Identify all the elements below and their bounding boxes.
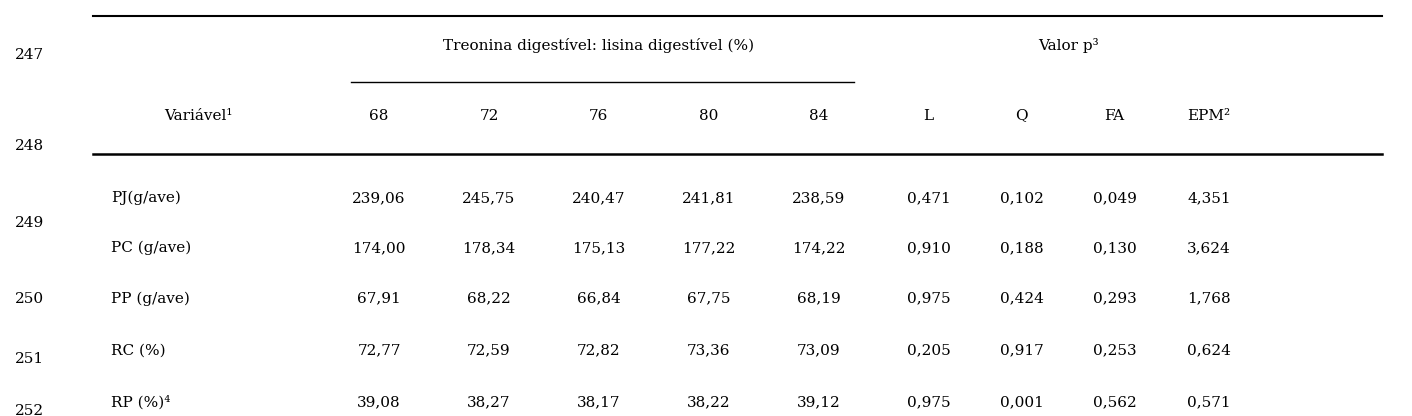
Text: 240,47: 240,47 xyxy=(572,191,626,205)
Text: 245,75: 245,75 xyxy=(462,191,515,205)
Text: RP (%)⁴: RP (%)⁴ xyxy=(112,396,171,410)
Text: FA: FA xyxy=(1104,109,1125,123)
Text: PP (g/ave): PP (g/ave) xyxy=(112,291,191,306)
Text: 251: 251 xyxy=(16,352,44,366)
Text: 0,049: 0,049 xyxy=(1093,191,1137,205)
Text: 73,36: 73,36 xyxy=(688,344,730,358)
Text: 0,571: 0,571 xyxy=(1187,396,1231,410)
Text: 0,471: 0,471 xyxy=(907,191,950,205)
Text: 177,22: 177,22 xyxy=(682,241,736,255)
Text: 66,84: 66,84 xyxy=(578,292,621,305)
Text: 68: 68 xyxy=(370,109,388,123)
Text: 67,75: 67,75 xyxy=(688,292,730,305)
Text: 73,09: 73,09 xyxy=(796,344,840,358)
Text: 0,975: 0,975 xyxy=(907,396,950,410)
Text: Treonina digestível: lisina digestível (%): Treonina digestível: lisina digestível (… xyxy=(443,37,754,52)
Text: PC (g/ave): PC (g/ave) xyxy=(112,241,192,255)
Text: 0,562: 0,562 xyxy=(1093,396,1137,410)
Text: 174,22: 174,22 xyxy=(792,241,846,255)
Text: 0,624: 0,624 xyxy=(1187,344,1231,358)
Text: 178,34: 178,34 xyxy=(462,241,515,255)
Text: 249: 249 xyxy=(16,216,44,230)
Text: 1,768: 1,768 xyxy=(1187,292,1231,305)
Text: Variável¹: Variável¹ xyxy=(164,109,233,123)
Text: 72,59: 72,59 xyxy=(467,344,511,358)
Text: 38,17: 38,17 xyxy=(578,396,621,410)
Text: 0,188: 0,188 xyxy=(1000,241,1043,255)
Text: 4,351: 4,351 xyxy=(1187,191,1231,205)
Text: 84: 84 xyxy=(809,109,829,123)
Text: 0,975: 0,975 xyxy=(907,292,950,305)
Text: EPM²: EPM² xyxy=(1187,109,1231,123)
Text: 175,13: 175,13 xyxy=(572,241,626,255)
Text: 67,91: 67,91 xyxy=(357,292,401,305)
Text: 76: 76 xyxy=(589,109,609,123)
Text: 38,22: 38,22 xyxy=(688,396,730,410)
Text: 72,82: 72,82 xyxy=(578,344,621,358)
Text: 0,001: 0,001 xyxy=(1000,396,1043,410)
Text: 80: 80 xyxy=(699,109,719,123)
Text: 0,424: 0,424 xyxy=(1000,292,1043,305)
Text: Valor p³: Valor p³ xyxy=(1039,37,1099,52)
Text: 0,130: 0,130 xyxy=(1093,241,1137,255)
Text: 68,19: 68,19 xyxy=(796,292,840,305)
Text: 72,77: 72,77 xyxy=(357,344,401,358)
Text: 250: 250 xyxy=(16,292,44,305)
Text: 0,102: 0,102 xyxy=(1000,191,1043,205)
Text: L: L xyxy=(923,109,933,123)
Text: 0,253: 0,253 xyxy=(1093,344,1137,358)
Text: 39,12: 39,12 xyxy=(796,396,840,410)
Text: 247: 247 xyxy=(16,48,44,62)
Text: 3,624: 3,624 xyxy=(1187,241,1231,255)
Text: 0,910: 0,910 xyxy=(907,241,950,255)
Text: 252: 252 xyxy=(16,404,44,416)
Text: 0,917: 0,917 xyxy=(1000,344,1043,358)
Text: Q: Q xyxy=(1015,109,1028,123)
Text: 0,205: 0,205 xyxy=(907,344,950,358)
Text: 238,59: 238,59 xyxy=(792,191,846,205)
Text: 241,81: 241,81 xyxy=(682,191,736,205)
Text: 174,00: 174,00 xyxy=(353,241,405,255)
Text: PJ(g/ave): PJ(g/ave) xyxy=(112,191,181,205)
Text: 68,22: 68,22 xyxy=(467,292,511,305)
Text: 239,06: 239,06 xyxy=(353,191,405,205)
Text: 72: 72 xyxy=(479,109,498,123)
Text: 0,293: 0,293 xyxy=(1093,292,1137,305)
Text: 39,08: 39,08 xyxy=(357,396,401,410)
Text: RC (%): RC (%) xyxy=(112,344,167,358)
Text: 248: 248 xyxy=(16,139,44,153)
Text: 38,27: 38,27 xyxy=(467,396,511,410)
